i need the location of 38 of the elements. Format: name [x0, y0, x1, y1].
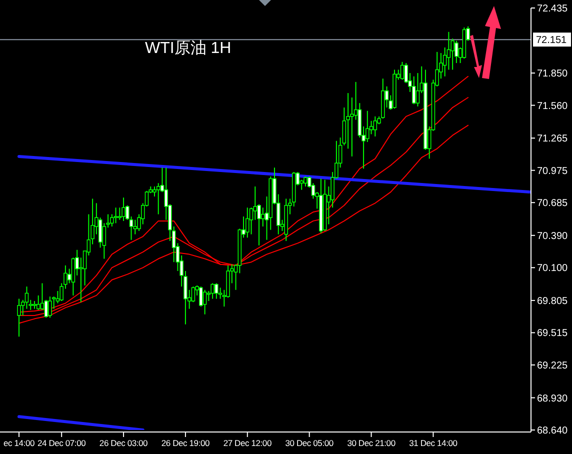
y-tick-label: 71.265: [537, 134, 568, 145]
y-tick-label: 70.685: [537, 198, 568, 210]
candlestick: [260, 207, 265, 228]
candlestick: [304, 176, 308, 187]
x-tick-label: 24 Dec 07:00: [37, 438, 86, 448]
candlestick: [412, 76, 416, 105]
y-tick-label: 69.805: [537, 296, 568, 307]
x-tick-label: 26 Dec 03:00: [99, 438, 148, 448]
y-tick-label: 68.930: [537, 393, 568, 404]
y-tick-label: 69.225: [537, 360, 568, 372]
candlestick: [17, 298, 21, 338]
candlestick: [246, 207, 250, 238]
text: WTI原油 1H: [145, 39, 232, 57]
y-tick-label: 68.640: [537, 426, 568, 436]
candlestick: [36, 294, 40, 310]
y-tick-label: 69.515: [537, 328, 568, 340]
y-tick-label: 71.560: [537, 100, 568, 112]
x-tick-label: ec 14:00: [3, 438, 35, 448]
candlestick: [214, 282, 218, 300]
x-tick-label: 26 Dec 19:00: [161, 438, 210, 448]
candlestick: [373, 116, 378, 137]
y-tick-label: 70.390: [537, 230, 568, 242]
candlestick: [114, 207, 118, 224]
x-tick-label: 27 Dec 12:00: [223, 438, 272, 448]
candlestick: [202, 289, 207, 315]
x-tick-label: 31 Dec 14:00: [409, 438, 458, 448]
candlestick: [156, 182, 160, 215]
x-tick-label: 30 Dec 21:00: [347, 438, 396, 448]
y-tick-label: 70.975: [537, 166, 568, 177]
y-tick-label: 70.100: [537, 263, 568, 274]
y-tick-label: 71.850: [537, 68, 568, 80]
candlestick: [400, 61, 404, 80]
x-tick-label: 30 Dec 05:00: [285, 438, 334, 448]
candlestick: [210, 282, 214, 300]
candlestick: [122, 197, 126, 222]
candlestick: [48, 296, 52, 318]
ref-line-label: 72.151: [536, 35, 568, 46]
y-tick-label: 72.435: [537, 4, 568, 14]
